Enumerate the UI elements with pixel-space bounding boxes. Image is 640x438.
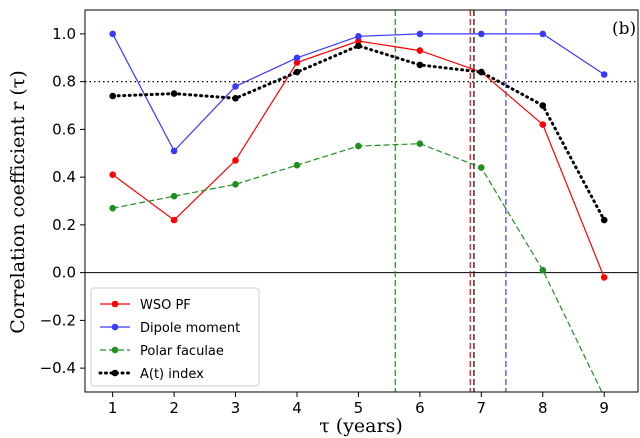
series-line-4 — [111, 44, 606, 222]
legend-box — [90, 287, 260, 387]
x-tick-label-9: 9 — [599, 399, 609, 417]
x-tick-label-5: 5 — [354, 399, 364, 417]
x-axis-label: τ (years) — [319, 415, 403, 437]
series-4-point-4 — [293, 68, 301, 76]
legend-label-1: WSO PF — [140, 298, 191, 313]
series-2-point-6 — [416, 30, 424, 38]
series-1-point-8 — [539, 121, 547, 128]
reference-lines — [85, 10, 638, 392]
y-tick-label-1: −0.4 — [40, 359, 76, 377]
series-3-point-5 — [355, 142, 362, 150]
series-3-point-4 — [293, 161, 301, 169]
y-tick-label-7: 0.8 — [52, 73, 76, 91]
series-3-point-7 — [478, 164, 485, 171]
series-1-point-6 — [416, 47, 424, 54]
series-1-point-2 — [170, 216, 178, 224]
x-tick-label-4: 4 — [292, 399, 302, 417]
series-2-point-8 — [539, 30, 547, 38]
y-tick-label-8: 1.0 — [52, 25, 76, 43]
series-2-point-4 — [293, 54, 301, 62]
series-2-point-1 — [109, 30, 116, 38]
series-4-point-2 — [170, 90, 178, 97]
y-axis-label: Correlation coefficient r (τ) — [7, 70, 29, 333]
series-3-point-8 — [539, 266, 547, 274]
series-layer — [109, 30, 608, 392]
legend-marker-4 — [111, 369, 119, 377]
x-tick-label-2: 2 — [169, 399, 179, 417]
plot-frame — [84, 9, 639, 393]
legend-marker-2 — [111, 323, 119, 331]
y-tick-label-2: −0.2 — [40, 311, 76, 329]
series-3-point-6 — [416, 140, 424, 147]
series-1-point-1 — [109, 171, 116, 178]
series-2-point-7 — [478, 30, 485, 38]
series-4-point-5 — [355, 42, 362, 50]
y-tick-label-3: 0.0 — [52, 264, 76, 282]
x-axis: 1 2 3 4 5 6 7 8 9 — [108, 392, 609, 417]
series-2-point-5 — [355, 33, 362, 40]
legend-marker-1 — [111, 300, 119, 308]
legend-marker-3 — [111, 346, 119, 354]
series-3-point-2 — [170, 192, 178, 200]
panel-label: (b) — [612, 19, 636, 39]
y-tick-label-5: 0.4 — [52, 168, 76, 186]
x-tick-label-3: 3 — [231, 399, 241, 417]
legend: WSO PF Dipole moment Polar faculae A(t) ind… — [90, 287, 260, 387]
x-tick-label-6: 6 — [415, 399, 425, 417]
x-tick-label-8: 8 — [538, 399, 548, 417]
series-3-point-3 — [232, 181, 239, 188]
series-1-point-5 — [355, 37, 362, 45]
series-3-point-1 — [109, 204, 116, 212]
series-2-point-9 — [600, 71, 608, 78]
legend-label-3: Polar faculae — [140, 344, 224, 359]
series-1-point-3 — [232, 157, 239, 164]
legend-label-2: Dipole moment — [140, 321, 240, 336]
series-2-point-2 — [170, 147, 178, 155]
series-4-point-1 — [109, 92, 116, 100]
legend-label-4: A(t) index — [140, 367, 204, 382]
y-axis: −0.4 −0.2 0.0 0.2 0.4 0.6 0.8 1.0 — [40, 25, 85, 377]
series-4-point-6 — [416, 61, 424, 69]
y-tick-label-4: 0.2 — [52, 216, 76, 234]
y-tick-label-6: 0.6 — [52, 120, 76, 138]
series-4-point-8 — [539, 102, 547, 109]
x-tick-label-7: 7 — [477, 399, 487, 417]
series-4-point-9 — [600, 216, 608, 224]
series-4-point-7 — [478, 68, 485, 76]
series-4-point-3 — [232, 95, 239, 102]
series-2-point-3 — [232, 83, 239, 90]
series-1-point-4 — [293, 59, 301, 66]
x-tick-label-1: 1 — [108, 399, 118, 417]
series-1-point-9 — [600, 274, 608, 281]
